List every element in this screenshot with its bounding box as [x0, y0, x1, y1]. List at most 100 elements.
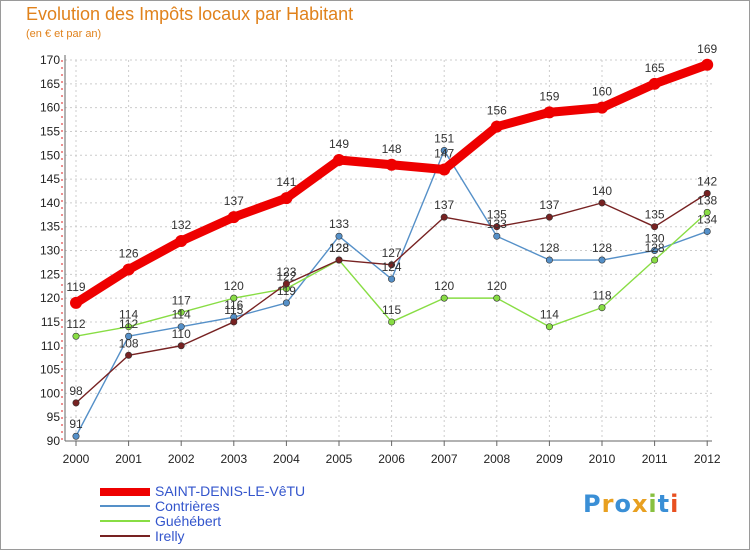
- data-point: [177, 308, 185, 316]
- data-label: 119: [66, 280, 85, 294]
- x-tick-label: 2002: [168, 452, 195, 466]
- logo-letter: x: [631, 490, 649, 518]
- data-point: [545, 323, 553, 331]
- data-label: 126: [119, 247, 139, 261]
- data-label: 135: [487, 208, 507, 222]
- data-label: 127: [382, 246, 402, 260]
- x-tick-label: 2003: [220, 452, 247, 466]
- legend-label-contrieres: Contrières: [155, 498, 220, 514]
- data-point: [177, 323, 185, 331]
- chart-title: Evolution des Impôts locaux par Habitant: [26, 4, 354, 24]
- data-point: [177, 342, 185, 350]
- data-point: [125, 351, 133, 359]
- data-label: 135: [645, 208, 665, 222]
- data-point: [122, 263, 135, 276]
- x-tick-label: 2010: [589, 452, 616, 466]
- y-tick-label: 130: [40, 244, 60, 258]
- data-point: [493, 232, 501, 240]
- data-point: [385, 158, 398, 171]
- data-point: [440, 294, 448, 302]
- data-label: 159: [539, 89, 559, 103]
- data-label: 123: [276, 265, 296, 279]
- data-point: [701, 58, 714, 71]
- y-tick-label: 105: [40, 363, 60, 377]
- data-point: [125, 332, 133, 340]
- series-lines: [70, 58, 714, 440]
- data-point: [598, 256, 606, 264]
- data-point: [280, 192, 293, 205]
- y-tick-label: 125: [40, 267, 60, 281]
- data-point: [651, 223, 659, 231]
- data-point: [335, 232, 343, 240]
- data-label: 117: [172, 293, 191, 307]
- data-point: [175, 234, 188, 247]
- data-label: 112: [66, 317, 85, 331]
- data-label: 124: [382, 260, 402, 274]
- data-label: 141: [276, 175, 296, 189]
- logo-letter: r: [601, 490, 615, 518]
- data-label: 116: [224, 298, 243, 312]
- legend-swatch-saint-denis: [100, 488, 150, 496]
- data-point: [388, 318, 396, 326]
- data-label: 91: [69, 417, 83, 431]
- y-tick-label: 150: [40, 148, 60, 162]
- legend-label-irelly: Irelly: [155, 528, 185, 544]
- data-label: 151: [434, 131, 454, 145]
- legend-swatch-contrieres: [100, 505, 150, 507]
- data-label: 137: [224, 194, 244, 208]
- x-tick-label: 2012: [694, 452, 721, 466]
- data-label: 118: [592, 289, 611, 303]
- data-label: 142: [697, 174, 717, 188]
- logo-letter: t: [657, 490, 671, 518]
- x-tick-label: 2009: [536, 452, 563, 466]
- data-point: [388, 275, 396, 283]
- data-point: [282, 280, 290, 288]
- logo-letter: i: [670, 490, 680, 518]
- data-point: [125, 323, 133, 331]
- data-point: [438, 163, 451, 176]
- data-label: 148: [382, 142, 402, 156]
- data-label: 149: [329, 137, 349, 151]
- data-label: 128: [329, 241, 349, 255]
- data-point: [72, 399, 80, 407]
- data-point: [440, 213, 448, 221]
- y-tick-label: 100: [40, 386, 60, 400]
- data-point: [335, 256, 343, 264]
- y-tick-label: 140: [40, 196, 60, 210]
- data-label: 133: [487, 217, 507, 231]
- data-label: 115: [382, 303, 401, 317]
- x-tick-label: 2008: [483, 452, 510, 466]
- data-label: 137: [539, 198, 559, 212]
- data-label: 128: [592, 241, 612, 255]
- data-label: 114: [540, 308, 559, 322]
- x-tick-label: 2001: [115, 452, 142, 466]
- data-label: 160: [592, 85, 612, 99]
- y-tick-label: 165: [40, 77, 60, 91]
- logo-letter: P: [583, 490, 602, 518]
- x-tick-label: 2006: [378, 452, 405, 466]
- legend-swatch-guehebert: [100, 520, 150, 522]
- proxiti-logo: Proxiti: [583, 490, 679, 518]
- data-label: 169: [697, 42, 717, 56]
- x-tick-label: 2000: [63, 452, 90, 466]
- data-label: 120: [487, 279, 507, 293]
- data-point: [282, 299, 290, 307]
- data-point: [388, 261, 396, 269]
- data-point: [230, 294, 238, 302]
- data-label: 128: [329, 241, 349, 255]
- data-label: 108: [119, 336, 139, 350]
- data-point: [598, 199, 606, 207]
- logo-letter: o: [614, 490, 632, 518]
- y-tick-label: 160: [40, 101, 60, 115]
- data-label: 114: [172, 308, 191, 322]
- x-tick-label: 2007: [431, 452, 458, 466]
- legend-swatch-irelly: [100, 535, 150, 537]
- data-label: 133: [329, 217, 349, 231]
- data-label: 122: [276, 270, 296, 284]
- data-label: 138: [697, 193, 717, 207]
- data-label: 128: [645, 241, 665, 255]
- data-label: 112: [119, 317, 138, 331]
- data-point: [596, 101, 608, 114]
- data-point: [70, 296, 82, 309]
